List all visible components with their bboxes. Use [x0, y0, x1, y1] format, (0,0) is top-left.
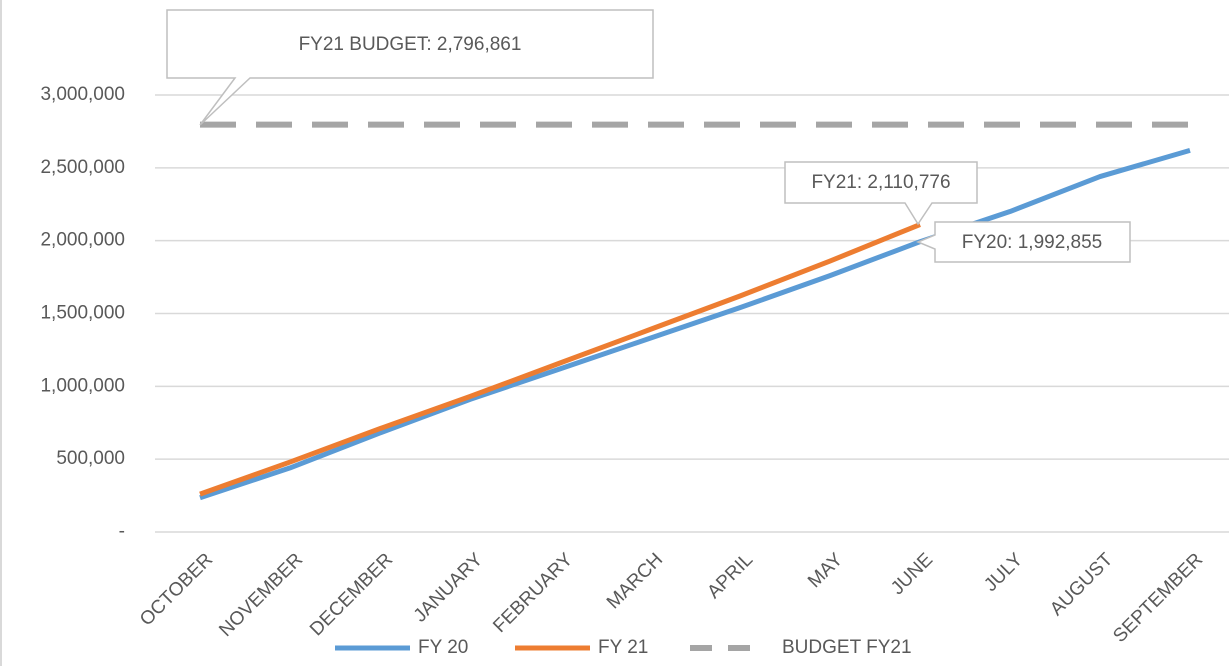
callout-box — [916, 221, 1131, 263]
y-tick-label: 500,000 — [56, 448, 125, 469]
legend-label: FY 20 — [418, 637, 468, 658]
series-line — [199, 147, 1191, 501]
callout-box — [166, 9, 654, 126]
y-tick-label: 2,000,000 — [40, 230, 125, 251]
y-tick-label: 3,000,000 — [40, 84, 125, 105]
series-line — [199, 222, 921, 497]
y-tick-label: 1,000,000 — [40, 375, 125, 396]
legend-label: BUDGET FY21 — [782, 637, 912, 658]
y-tick-label: - — [119, 521, 125, 542]
data-label: FY21 BUDGET: 2,796,861 — [299, 34, 522, 55]
callout-box — [784, 161, 978, 226]
legend-label: FY 21 — [598, 637, 648, 658]
y-tick-label: 2,500,000 — [40, 157, 125, 178]
y-tick-label: 1,500,000 — [40, 303, 125, 324]
data-label: FY21: 2,110,776 — [811, 172, 950, 193]
data-label: FY20: 1,992,855 — [962, 232, 1103, 253]
